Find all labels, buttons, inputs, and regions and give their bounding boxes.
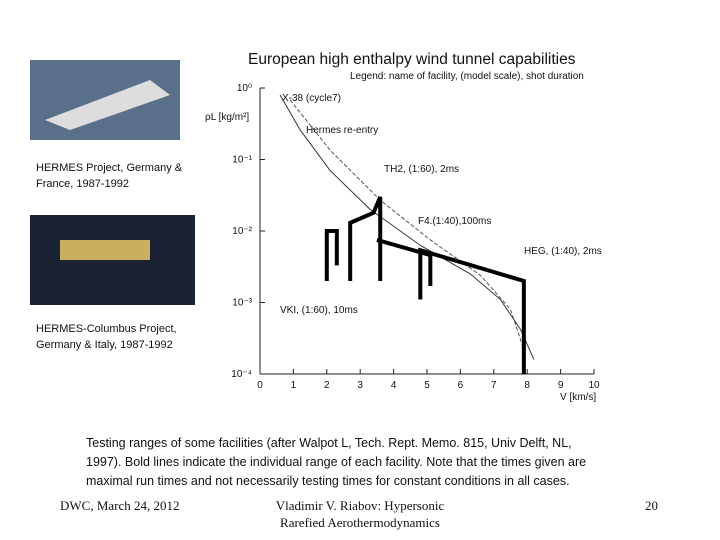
- y-tick-label: 10⁰: [237, 83, 252, 94]
- footer-center: Rarefied Aerothermodynamics: [280, 515, 440, 530]
- columbus-shape: [60, 240, 150, 260]
- hermes-shape: [45, 80, 170, 130]
- legend-label: F4.(1:40),100ms: [418, 216, 491, 227]
- x-tick-label: 5: [424, 380, 430, 391]
- x-tick-label: 9: [558, 380, 564, 391]
- footer-center: Vladimir V. Riabov: Hypersonic: [276, 498, 445, 513]
- trajectory: [279, 94, 535, 360]
- x-tick-label: 4: [391, 380, 397, 391]
- description: Testing ranges of some facilities (after…: [86, 436, 572, 450]
- y-axis-label: ρL [kg/m²]: [205, 112, 249, 123]
- x-tick-label: 8: [524, 380, 530, 391]
- x-tick-label: 10: [588, 380, 600, 391]
- description: maximal run times and not necessarily te…: [86, 474, 570, 488]
- y-tick-label: 10⁻²: [232, 226, 252, 237]
- x-tick-label: 1: [291, 380, 297, 391]
- legend-label: HEG, (1:40), 2ms: [524, 246, 602, 257]
- y-tick-label: 10⁻⁴: [231, 369, 252, 380]
- legend-label: TH2, (1:60), 2ms: [384, 164, 459, 175]
- caption: Germany & Italy, 1987-1992: [36, 339, 173, 351]
- legend-label: VKI, (1:60), 10ms: [280, 305, 358, 316]
- description: 1997). Bold lines indicate the individua…: [86, 455, 586, 469]
- page-number: 20: [645, 498, 658, 513]
- caption: France, 1987-1992: [36, 178, 129, 190]
- legend-label: Hermes re-entry: [306, 125, 378, 136]
- x-tick-label: 6: [458, 380, 464, 391]
- facility-range: [324, 229, 339, 281]
- chart-subtitle: Legend: name of facility, (model scale),…: [350, 71, 584, 82]
- caption: HERMES Project, Germany &: [36, 162, 183, 174]
- chart-title: European high enthalpy wind tunnel capab…: [248, 51, 576, 68]
- facility-range: [348, 196, 383, 281]
- x-axis-label: V [km/s]: [560, 392, 596, 403]
- y-tick-label: 10⁻³: [232, 298, 252, 309]
- x-tick-label: 3: [357, 380, 363, 391]
- y-tick-label: 10⁻¹: [232, 155, 252, 166]
- facility-range: [418, 247, 526, 374]
- x-tick-label: 7: [491, 380, 497, 391]
- x-tick-label: 0: [257, 380, 263, 391]
- trajectory: [289, 99, 525, 350]
- x-tick-label: 2: [324, 380, 330, 391]
- legend-label: X-38 (cycle7): [282, 93, 341, 104]
- footer-left: DWC, March 24, 2012: [60, 498, 180, 513]
- caption: HERMES-Columbus Project,: [36, 323, 177, 335]
